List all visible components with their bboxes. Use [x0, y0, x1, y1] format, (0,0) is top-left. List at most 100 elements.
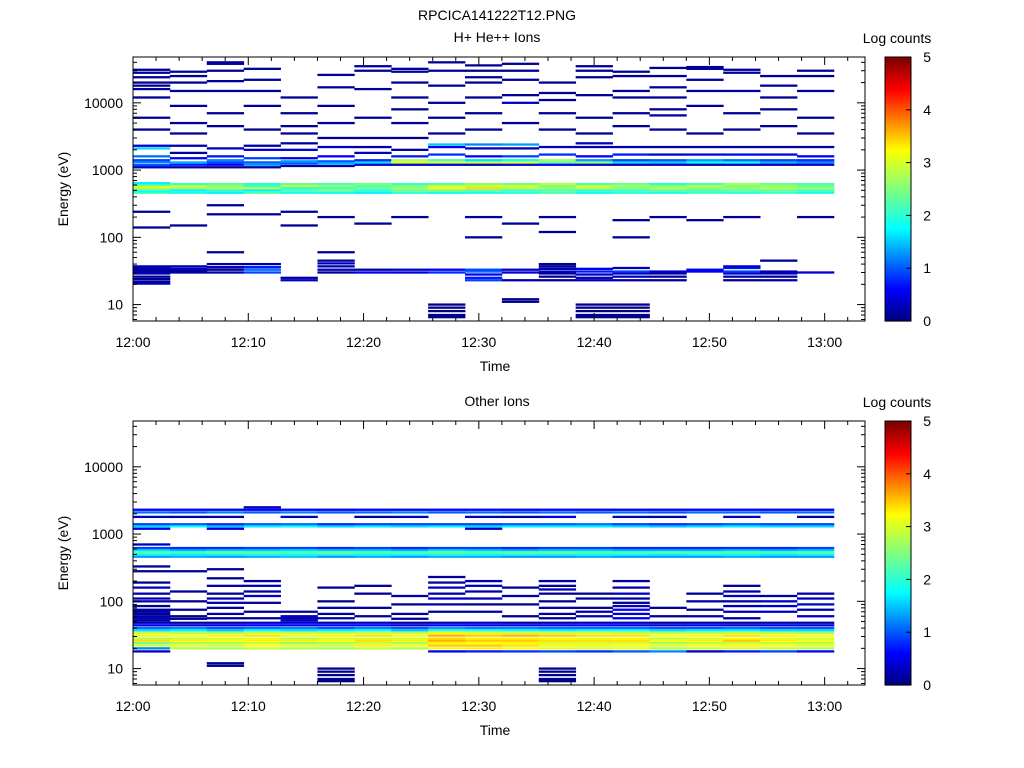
- spectrogram-cell: [206, 271, 245, 274]
- spectrogram-cell: [206, 664, 245, 667]
- spectrogram-cell: [760, 153, 798, 156]
- spectrogram-cell: [133, 550, 171, 554]
- colorbar-segment: [885, 599, 911, 602]
- colorbar-segment: [885, 149, 911, 152]
- spectrogram-cell: [612, 617, 650, 620]
- spectrogram-cell: [169, 104, 208, 108]
- colorbar-segment: [885, 263, 911, 266]
- colorbar-segment: [885, 487, 911, 490]
- spectrogram-cell: [612, 604, 650, 608]
- spectrogram-cell: [538, 612, 577, 616]
- y-tick-label: 1000: [92, 162, 123, 178]
- spectrogram-cell: [538, 629, 577, 632]
- colorbar-segment: [885, 167, 911, 170]
- spectrogram-cell: [133, 71, 171, 74]
- colorbar-segment: [885, 577, 911, 580]
- colorbar-segment: [885, 471, 911, 474]
- colorbar-segment: [885, 579, 911, 582]
- spectrogram-cell: [501, 594, 540, 598]
- spectrogram-cell: [575, 94, 613, 97]
- spectrogram-cell: [796, 74, 835, 78]
- spectrogram-cell: [280, 550, 318, 554]
- spectrogram-cell: [464, 555, 503, 558]
- spectrogram-cell: [501, 548, 540, 552]
- colorbar-segment: [885, 677, 911, 680]
- spectrogram-cell: [133, 610, 171, 613]
- colorbar-segment: [885, 637, 911, 640]
- spectrogram-cell: [464, 236, 503, 239]
- colorbar-segment: [885, 281, 911, 284]
- spectrogram-cell: [723, 626, 761, 630]
- spectrogram-cell: [354, 186, 392, 190]
- spectrogram-cell: [723, 272, 761, 275]
- spectrogram-cell: [538, 639, 577, 642]
- spectrogram-cell: [723, 279, 761, 282]
- spectrogram-cell: [538, 145, 577, 149]
- colorbar-segment: [885, 313, 911, 316]
- spectrogram-cells: [133, 61, 835, 319]
- spectrogram-cell: [354, 163, 392, 166]
- spectrogram-cell: [280, 555, 318, 558]
- spectrogram-cell: [354, 525, 392, 528]
- spectrogram-cell: [280, 508, 318, 511]
- spectrogram-cell: [428, 644, 466, 647]
- spectrogram-cell: [723, 600, 761, 603]
- spectrogram-cell: [206, 637, 245, 640]
- spectrogram-cell: [538, 631, 577, 634]
- spectrogram-cell: [206, 166, 245, 169]
- colorbar-tick-label: 0: [923, 313, 931, 329]
- colorbar-segment: [885, 429, 911, 432]
- spectrogram-cell: [612, 219, 650, 222]
- spectrogram-cell: [280, 96, 318, 99]
- spectrogram-cell: [206, 662, 245, 665]
- spectrogram-cell: [723, 555, 761, 558]
- colorbar-segment: [885, 165, 911, 168]
- spectrogram-cell: [354, 161, 392, 164]
- spectrogram-cell: [575, 523, 613, 526]
- colorbar-segment: [885, 103, 911, 106]
- spectrogram-cell: [649, 637, 687, 640]
- spectrogram-cell: [538, 153, 577, 156]
- spectrogram-cells: [133, 506, 835, 683]
- spectrogram-cell: [133, 612, 171, 616]
- spectrogram-cell: [612, 555, 650, 558]
- spectrogram-cell: [575, 592, 613, 595]
- spectrogram-cell: [133, 76, 171, 79]
- spectrogram-cell: [133, 637, 171, 640]
- spectrogram-cell: [538, 98, 577, 102]
- spectrogram-cell: [243, 104, 281, 108]
- colorbar-segment: [885, 681, 911, 684]
- spectrogram-cell: [464, 112, 503, 115]
- colorbar-segment: [885, 307, 911, 310]
- colorbar-segment: [885, 465, 911, 468]
- colorbar-segment: [885, 665, 911, 668]
- colorbar-segment: [885, 483, 911, 486]
- colorbar-segment: [885, 639, 911, 642]
- spectrogram-cell: [428, 145, 466, 149]
- spectrogram-cell: [649, 621, 687, 624]
- spectrogram-cell: [354, 647, 392, 650]
- spectrogram-cell: [428, 132, 466, 135]
- colorbar-segment: [885, 59, 911, 62]
- spectrogram-cell: [354, 184, 392, 188]
- spectrogram-cell: [243, 161, 281, 164]
- spectrogram-cell: [133, 555, 171, 558]
- spectrogram-cell: [133, 624, 171, 627]
- spectrogram-cell: [538, 112, 577, 115]
- spectrogram-cell: [649, 631, 687, 634]
- spectrogram-cell: [354, 271, 392, 274]
- colorbar-tick-label: 3: [923, 155, 931, 171]
- spectrogram-cell: [686, 270, 724, 273]
- colorbar-segment: [885, 133, 911, 136]
- spectrogram-cell: [169, 224, 208, 227]
- spectrogram-cell: [206, 647, 245, 650]
- spectrogram-cell: [133, 275, 171, 278]
- x-tick-label: 12:10: [231, 334, 266, 350]
- spectrogram-cell: [612, 89, 650, 93]
- spectrogram-cell: [464, 597, 503, 600]
- spectrogram-cell: [686, 65, 724, 69]
- spectrogram-cell: [206, 631, 245, 634]
- colorbar-segment: [885, 83, 911, 86]
- spectrogram-cell: [280, 610, 318, 613]
